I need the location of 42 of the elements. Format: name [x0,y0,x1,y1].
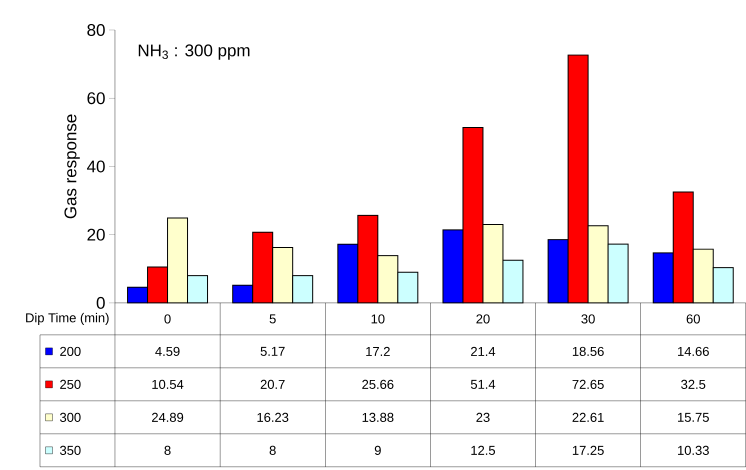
y-axis-title: Gas response [64,114,80,218]
y-tick-label: 60 [87,92,105,104]
x-tick-label: 60 [686,314,700,324]
data-label: 72.65 [572,380,604,390]
y-tick-label: 80 [87,24,105,36]
data-label: 9 [374,446,381,456]
legend-label: 200 [60,346,81,356]
data-label: 13.88 [362,412,394,422]
data-label: 8 [270,446,276,456]
annotation: NH$_{3}$ : 300 ppm [138,44,250,60]
y-tick-label: 40 [87,160,105,173]
x-axis-title: Dip Time (min) [26,312,109,326]
data-label: 8 [164,446,171,456]
data-label: 21.4 [471,346,496,356]
data-label: 18.56 [572,346,604,356]
data-label: 5.17 [260,346,285,356]
data-label: 10.54 [152,380,184,390]
data-label: 16.23 [257,412,288,422]
data-label: 15.75 [678,412,709,422]
legend-label: 350 [60,446,81,456]
data-label: 25.66 [362,380,394,390]
data-label: 24.89 [152,412,184,422]
data-label: 10.33 [678,446,709,456]
x-tick-label: 10 [372,314,385,324]
x-tick-label: 20 [476,314,490,324]
data-label: 14.66 [678,346,709,356]
x-tick-label: 5 [270,314,276,324]
data-label: 23 [476,412,490,422]
data-label: 4.59 [155,346,180,356]
y-tick-label: 0 [96,296,105,309]
data-label: 32.5 [681,380,706,390]
x-tick-label: 0 [164,314,171,324]
y-tick-label: 20 [87,228,105,241]
data-label: 20.7 [260,380,285,390]
x-tick-label: 30 [581,314,595,324]
data-label: 17.2 [366,346,390,356]
data-label: 51.4 [470,380,496,389]
legend-label: 300 [60,412,81,422]
legend-label: 250 [60,380,81,390]
data-label: 22.61 [572,412,604,422]
data-label: 12.5 [471,446,496,456]
data-label: 17.25 [572,446,604,456]
